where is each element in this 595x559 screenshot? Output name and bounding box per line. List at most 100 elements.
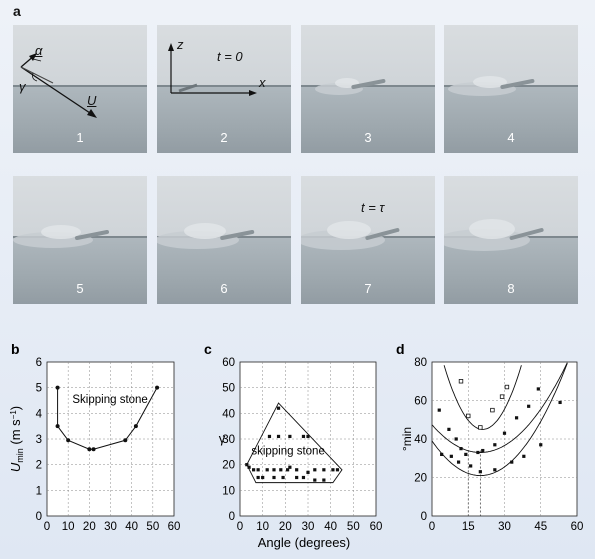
frame1-label-velocity: U: [87, 93, 97, 108]
x-tick-label: 15: [462, 521, 475, 533]
y-tick-label: 60: [414, 396, 427, 408]
panel-letter-d: d: [396, 341, 405, 357]
fit-curve: [431, 362, 568, 453]
chart-d: 0 15 30 45 60 0 20 40 60 80 d °min Angle (degrees): [258, 341, 584, 550]
time-label: t = 0: [217, 49, 243, 64]
y-tick-label: 50: [222, 383, 235, 395]
y-tick-label: 2: [36, 460, 42, 472]
chart-c: 0 10 20 30 40 50 60 0 10 20 30 40 50 60 c skipping ston…: [204, 341, 382, 533]
x-tick-label: 60: [571, 521, 584, 533]
region-boundary: [246, 402, 343, 484]
data-point: [123, 438, 128, 443]
data-point: [55, 424, 60, 429]
data-point: [440, 452, 444, 456]
data-point: [301, 434, 306, 439]
data-point: [261, 475, 265, 480]
data-point: [295, 468, 299, 472]
axis-label-x: x: [259, 75, 266, 90]
data-point: [514, 416, 519, 420]
data-point-open: [499, 394, 505, 399]
x-tick-label: 60: [370, 521, 383, 533]
data-point: [279, 468, 283, 472]
x-tick-label: 30: [498, 521, 511, 533]
y-tick-label: 0: [229, 511, 235, 523]
stone-splash-icon: [157, 223, 255, 249]
frame-number: 7: [364, 281, 372, 296]
data-point: [245, 463, 249, 467]
x-tick-label: 30: [104, 521, 117, 533]
data-point: [276, 434, 281, 439]
y-tick-label: 30: [222, 434, 235, 446]
x-tick-label: 50: [347, 521, 360, 533]
annotation: Skipping stone: [72, 394, 147, 406]
y-tick-label: 3: [36, 434, 42, 446]
panel-letter-a: a: [13, 3, 21, 19]
data-point: [449, 454, 453, 458]
y-tick-label: 0: [36, 511, 42, 523]
frame-number: 1: [76, 130, 84, 145]
data-point: [306, 434, 310, 439]
data-point: [295, 475, 299, 480]
stone-splash-icon: [444, 219, 544, 251]
data-point: [331, 468, 335, 472]
frame1-label-gamma: γ: [19, 79, 26, 94]
data-point: [447, 427, 451, 431]
y-tick-label: 40: [414, 434, 427, 446]
data-point: [256, 475, 260, 480]
photo-frame-7: t = τ 7: [301, 176, 435, 304]
x-tick-label: 30: [302, 521, 315, 533]
water-surface-line: [13, 85, 147, 87]
data-point: [456, 460, 461, 464]
data-point: [272, 475, 276, 480]
x-tick-label: 40: [125, 521, 138, 533]
data-point: [267, 434, 272, 439]
data-point: [133, 424, 138, 429]
data-point: [493, 443, 497, 447]
x-tick-label: 0: [429, 521, 435, 533]
data-point: [313, 468, 317, 472]
photo-frame-8: 8: [444, 176, 578, 304]
data-point: [522, 454, 526, 458]
water-region: [157, 87, 291, 153]
data-point: [288, 434, 292, 439]
data-point: [91, 447, 96, 452]
data-point: [276, 406, 281, 410]
data-point: [502, 431, 507, 435]
data-point: [265, 468, 269, 472]
data-point: [454, 437, 458, 441]
angle-vector-diagram: [20, 53, 97, 118]
water-region: [301, 87, 435, 153]
stone-splash-icon: [315, 78, 386, 95]
stone-splash-icon: [13, 225, 109, 248]
y-axis-label: γ: [219, 431, 226, 446]
time-label: t = τ: [361, 200, 385, 215]
data-point: [247, 465, 251, 469]
frame1-label-alpha: α: [35, 43, 43, 58]
data-point-open: [458, 379, 464, 384]
x-tick-label: 20: [83, 521, 96, 533]
data-point: [252, 468, 256, 472]
fit-curve: [443, 365, 522, 430]
data-point: [335, 468, 340, 472]
y-tick-label: 10: [222, 485, 235, 497]
data-point: [256, 468, 260, 472]
data-point: [476, 450, 480, 455]
fit-curve: [431, 363, 568, 477]
data-point: [527, 404, 531, 408]
y-tick-label: 80: [414, 357, 427, 369]
x-tick-label: 10: [256, 521, 269, 533]
frame-number: 2: [220, 130, 228, 145]
data-point: [437, 408, 441, 412]
y-tick-label: 20: [222, 460, 235, 472]
data-point-open: [478, 425, 483, 430]
frame-number: 5: [76, 281, 84, 296]
data-point: [459, 447, 463, 451]
data-point: [322, 478, 326, 482]
data-point: [155, 385, 160, 390]
photo-frame-3: 3: [301, 25, 435, 153]
x-tick-label: 0: [44, 521, 50, 533]
photo-frame-1: α γ U 1: [13, 25, 147, 153]
y-tick-label: 5: [36, 383, 42, 395]
data-point: [87, 447, 92, 452]
data-point: [536, 387, 540, 391]
